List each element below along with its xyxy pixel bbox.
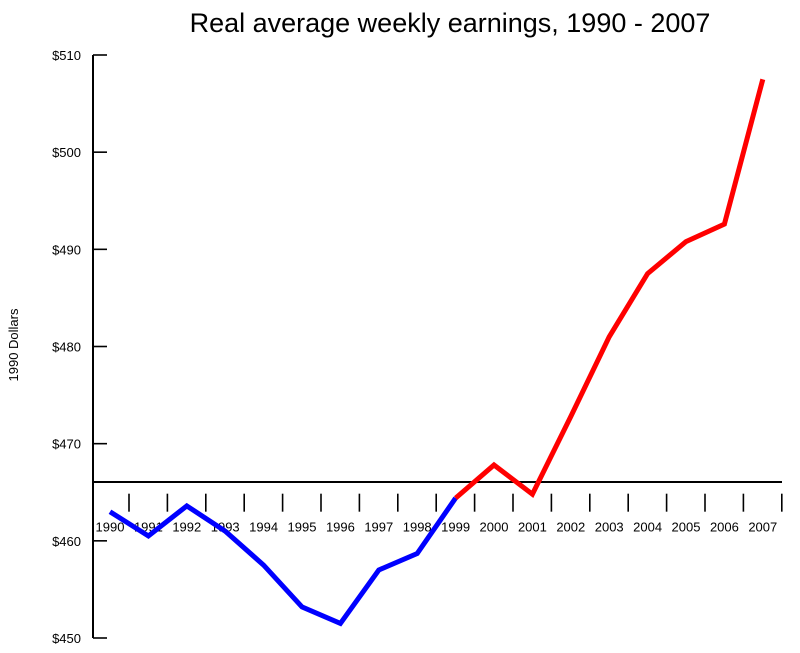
x-tick-label: 2006: [710, 520, 739, 535]
x-tick-label: 2002: [556, 520, 585, 535]
y-tick-label: $480: [52, 340, 81, 355]
x-tick-label: 1999: [441, 520, 470, 535]
x-tick-label: 2001: [518, 520, 547, 535]
series-group: [108, 78, 766, 627]
x-tick-label: 1996: [326, 520, 355, 535]
y-tick-label: $460: [52, 534, 81, 549]
y-tick-label: $500: [52, 145, 81, 160]
y-tick-label: $450: [52, 631, 81, 646]
x-tick-label: 1990: [96, 520, 125, 535]
y-tick-label: $510: [52, 48, 81, 63]
x-tick-label: 1995: [288, 520, 317, 535]
y-tick-label: $470: [52, 437, 81, 452]
y-tick-label: $490: [52, 242, 81, 257]
series-line-red: [453, 78, 766, 500]
x-tick-label: 1994: [249, 520, 278, 535]
x-tick-label: 1997: [364, 520, 393, 535]
series-line-blue: [108, 496, 458, 627]
x-tick-label: 2007: [748, 520, 777, 535]
y-axis-label: 1990 Dollars: [6, 308, 21, 381]
x-tick-label: 1998: [403, 520, 432, 535]
x-tick-label: 2005: [672, 520, 701, 535]
x-tick-label: 2000: [480, 520, 509, 535]
x-tick-label: 2003: [595, 520, 624, 535]
chart-title: Real average weekly earnings, 1990 - 200…: [190, 8, 711, 38]
x-tick-label: 1992: [172, 520, 201, 535]
y-ticks: $450 $460 $470 $480 $490 $500 $510: [52, 48, 107, 646]
x-tick-label: 2004: [633, 520, 662, 535]
